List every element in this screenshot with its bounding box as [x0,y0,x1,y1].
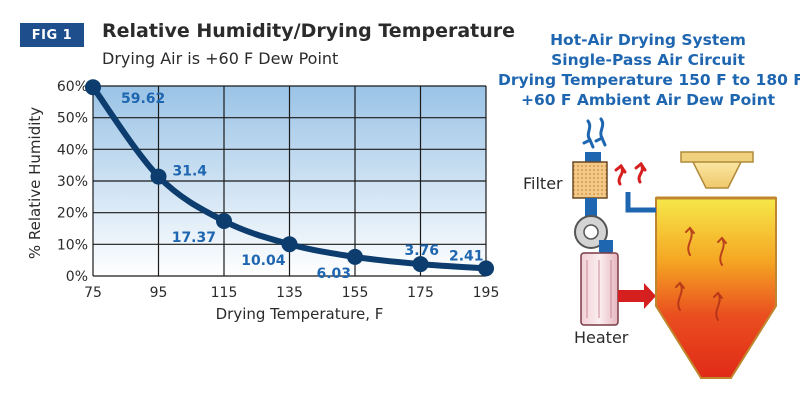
x-tick-label: 135 [276,285,303,301]
hot-air-inlet-arrow-icon [618,283,656,309]
diagram-heading-line: +60 F Ambient Air Dew Point [520,91,776,109]
data-point [150,168,167,185]
data-label: 31.4 [173,164,208,180]
air-pipe [600,247,612,253]
y-tick-label: 60% [57,79,88,95]
y-tick-label: 20% [57,206,88,222]
diagram-heading: Hot-Air Drying System Single-Pass Air Ci… [498,30,800,110]
filter-label: Filter [523,174,563,193]
x-tick-label: 115 [211,285,238,301]
filter-intake-pipe [585,152,601,162]
diagram-heading-line: Drying Temperature 150 F to 180 F [498,71,800,89]
chart: 0%10%20%30%40%50%60%75 95 115 135 155 175 195 … [26,79,500,323]
diagram-heading-line: Single-Pass Air Circuit [551,51,745,69]
blower-icon [574,215,613,252]
drying-hopper-icon [655,151,777,379]
heater-label: Heater [574,328,629,347]
x-axis-label: Drying Temperature, F [216,305,384,323]
data-point [281,236,298,253]
y-tick-label: 50% [57,111,88,127]
y-tick-label: 10% [57,237,88,253]
filter-icon [572,161,608,199]
data-label: 6.03 [316,266,351,282]
x-tick-label: 155 [342,285,369,301]
x-tick-label: 75 [84,285,102,301]
airflow-arrows-icon [675,226,727,321]
x-tick-label: 175 [407,285,434,301]
data-point [216,212,232,229]
data-label: 3.76 [405,243,440,259]
data-label: 17.37 [172,230,216,246]
data-label: 10.04 [241,253,286,269]
return-air-pipe [625,192,656,213]
data-label: 2.41 [449,248,484,264]
x-tick-label: 95 [150,285,168,301]
data-point [85,79,101,96]
chart-subtitle: Drying Air is +60 F Dew Point [102,49,339,68]
chart-title: Relative Humidity/Drying Temperature [102,20,516,42]
incoming-air-arrows-icon [582,117,607,149]
x-tick-label: 195 [473,285,500,301]
data-point [347,248,363,265]
exhaust-air-arrows-icon [614,161,647,186]
figure-badge: FIG 1 [20,23,84,47]
y-tick-label: 40% [57,142,88,158]
y-tick-label: 30% [57,174,88,190]
y-tick-label: 0% [66,269,88,285]
y-axis-label: % Relative Humidity [26,107,44,259]
diagram-heading-line: Hot-Air Drying System [550,31,746,49]
data-label: 59.62 [121,91,165,107]
data-point [478,260,494,277]
data-point [412,256,429,273]
